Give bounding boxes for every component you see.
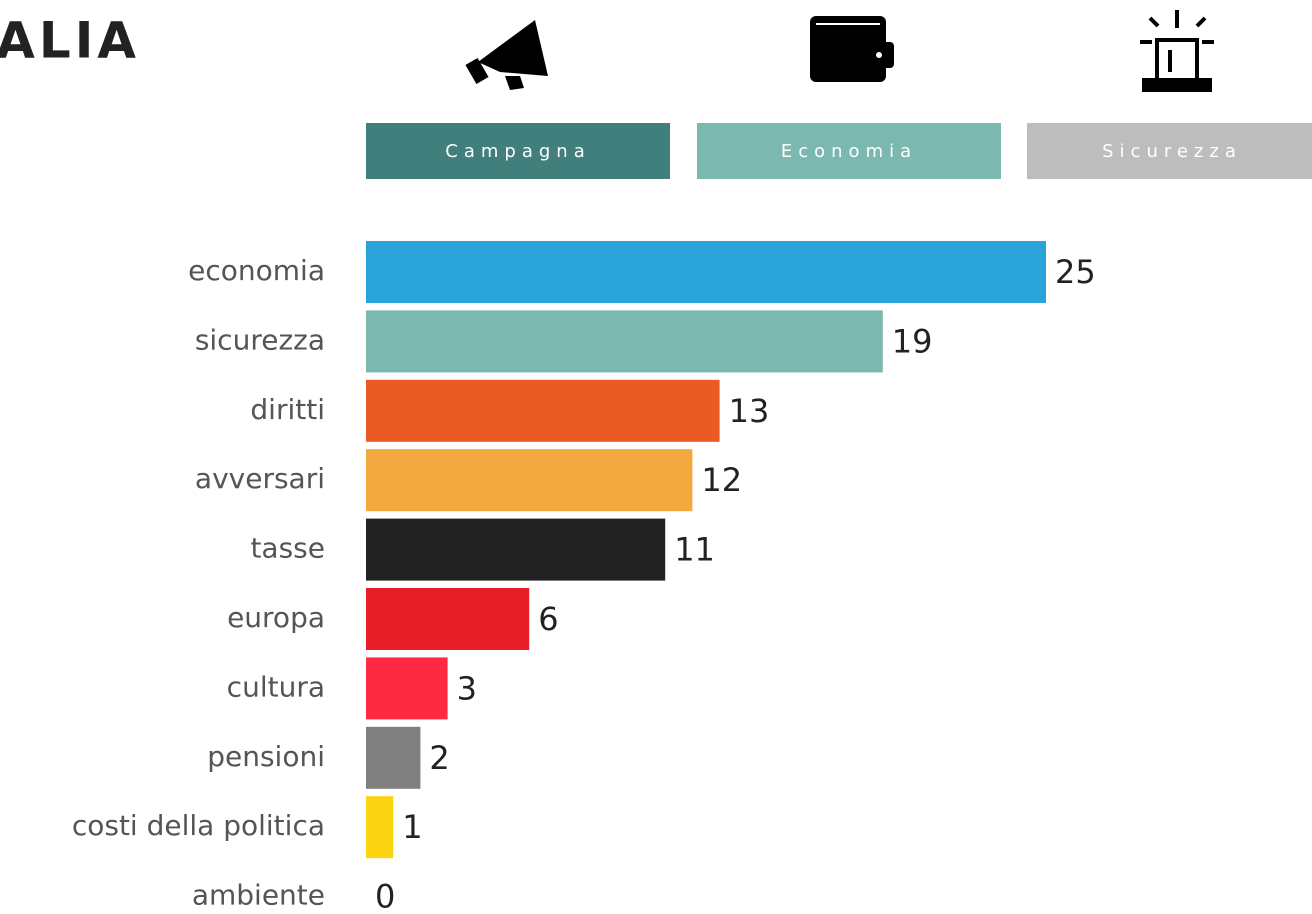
- category-label: cultura: [227, 670, 325, 703]
- bar: [366, 518, 666, 581]
- category-label: tasse: [250, 532, 325, 565]
- tab[interactable]: [1027, 123, 1312, 179]
- tab[interactable]: [697, 123, 1001, 179]
- category-label: avversari: [195, 462, 325, 495]
- value-label: 1: [402, 808, 422, 846]
- tab-label[interactable]: Economia: [781, 141, 917, 162]
- bar: [366, 796, 394, 859]
- category-label: sicurezza: [195, 323, 325, 356]
- category-label: ambiente: [192, 879, 325, 912]
- category-label: pensioni: [207, 740, 325, 773]
- bar: [366, 379, 720, 442]
- bar: [366, 657, 448, 720]
- bar: [366, 241, 1046, 303]
- siren-icon: [1140, 10, 1214, 92]
- value-label: 11: [674, 531, 715, 569]
- value-label: 13: [729, 392, 770, 430]
- value-label: 6: [538, 600, 558, 638]
- value-label: 19: [892, 322, 933, 360]
- page-title: ALIA: [0, 12, 140, 70]
- bar: [366, 726, 421, 789]
- bar: [366, 310, 883, 373]
- bar: [366, 588, 530, 650]
- tab-label[interactable]: Campagna: [445, 141, 590, 162]
- value-label: 12: [701, 461, 742, 499]
- tab[interactable]: [366, 123, 670, 179]
- value-label: 2: [429, 739, 449, 777]
- category-label: diritti: [250, 393, 325, 426]
- bar: [366, 449, 693, 512]
- tab-label[interactable]: Sicurezza: [1102, 141, 1242, 162]
- megaphone-icon: [465, 20, 548, 90]
- value-label: 25: [1055, 253, 1096, 291]
- category-label: europa: [227, 601, 325, 634]
- category-label: economia: [188, 254, 325, 287]
- value-label: 0: [375, 878, 395, 914]
- wallet-icon: [810, 16, 894, 82]
- category-label: costi della politica: [72, 809, 325, 842]
- value-label: 3: [457, 669, 477, 707]
